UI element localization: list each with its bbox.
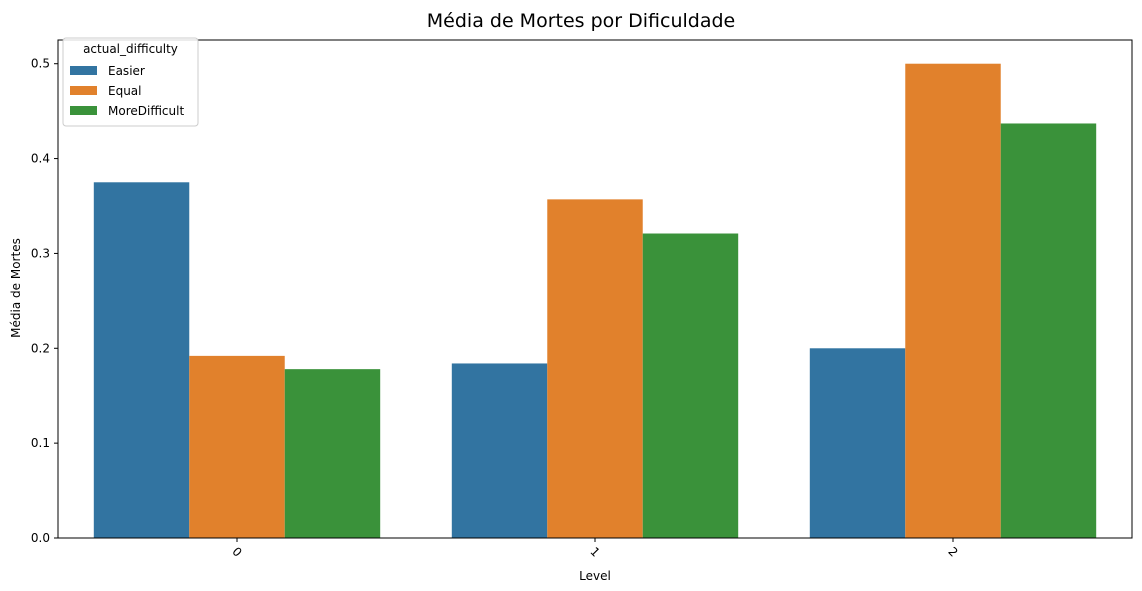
legend-box — [62, 37, 199, 127]
legend-label-moredifficult: MoreDifficult — [108, 104, 184, 118]
legend-swatch-moredifficult — [70, 106, 97, 115]
bar-equal-2 — [905, 63, 1001, 538]
bar-equal-1 — [547, 199, 643, 539]
y-axis-label: Média de Mortes — [9, 238, 23, 338]
x-tick-label: 1 — [587, 544, 602, 559]
y-tick-label: 0.4 — [31, 152, 50, 166]
legend-title: actual_difficulty — [83, 42, 178, 56]
plot-frame — [57, 39, 1133, 539]
x-axis: 0 1 2 — [229, 538, 961, 560]
bar-easier-2 — [809, 348, 906, 538]
legend-label-easier: Easier — [108, 64, 145, 78]
bars-group — [93, 63, 1097, 539]
bar-moredifficult-2 — [1000, 123, 1097, 538]
bar-moredifficult-1 — [642, 233, 739, 538]
bar-easier-0 — [93, 182, 190, 539]
y-tick-label: 0.3 — [31, 246, 50, 260]
legend: actual_difficulty Easier Equal MoreDifficul… — [62, 37, 199, 127]
chart-title: Média de Mortes por Dificuldade — [427, 10, 735, 32]
y-tick-label: 0.1 — [31, 436, 50, 450]
bar-equal-0 — [189, 355, 285, 538]
legend-label-equal: Equal — [108, 84, 142, 98]
legend-swatch-easier — [70, 66, 97, 75]
x-axis-label: Level — [579, 569, 611, 583]
x-tick-label: 2 — [945, 544, 960, 559]
y-axis: 0.0 0.1 0.2 0.3 0.4 0.5 — [31, 57, 58, 545]
y-tick-label: 0.2 — [31, 341, 50, 355]
bar-easier-1 — [451, 363, 548, 538]
y-tick-label: 0.5 — [31, 57, 50, 71]
bar-moredifficult-0 — [284, 369, 381, 538]
x-tick-label: 0 — [229, 544, 244, 559]
y-tick-label: 0.0 — [31, 531, 50, 545]
legend-swatch-equal — [70, 86, 97, 95]
